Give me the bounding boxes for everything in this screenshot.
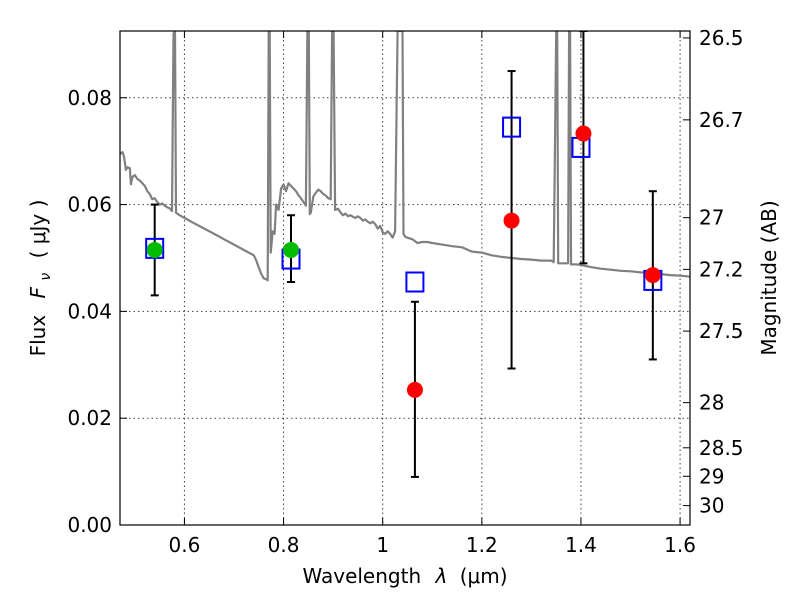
data-point-marker <box>644 267 661 284</box>
data-point-marker <box>146 241 163 258</box>
mag-tick-label: 29 <box>699 464 724 488</box>
circle-layer <box>146 125 661 398</box>
y-tick-label: 0.00 <box>67 513 112 537</box>
y2-axis-title: Magnitude (AB) <box>757 200 781 355</box>
x-axis-title-prefix: Wavelength <box>302 564 421 588</box>
mag-tick-label: 27.2 <box>699 257 744 281</box>
y-axis-title-prefix: Flux <box>26 315 50 357</box>
y-tick-label: 0.06 <box>67 193 112 217</box>
tick-layer: 0.6 0.8 1 1.2 1.4 1.6 0.00 0.02 0.04 0.06 0.08 26.5… <box>67 26 743 557</box>
y-axis-title: Flux F ν ( μJy ) <box>26 200 55 357</box>
y-axis-title-symbol: F <box>26 286 50 298</box>
x-tick-label: 1.4 <box>565 533 597 557</box>
mag-tick-label: 28 <box>699 391 724 415</box>
data-point-marker <box>503 212 520 229</box>
mag-tick-label: 30 <box>699 494 724 518</box>
x-tick-label: 0.6 <box>169 533 201 557</box>
data-point-marker <box>283 241 299 258</box>
spectrum-layer <box>120 31 690 282</box>
x-tick-label: 0.8 <box>268 533 300 557</box>
data-point-marker <box>575 125 592 142</box>
y-tick-label: 0.08 <box>67 86 112 110</box>
mag-tick-label: 26.7 <box>699 108 744 132</box>
y-tick-label: 0.04 <box>67 299 112 323</box>
y-tick-label: 0.02 <box>67 406 112 430</box>
mag-tick-label: 27.5 <box>699 319 744 343</box>
x-tick-label: 1.2 <box>466 533 498 557</box>
x-axis-title: Wavelength λ (μm) <box>302 564 507 588</box>
x-axis-title-unit: (μm) <box>460 564 508 588</box>
model-square-marker <box>405 271 425 293</box>
grid-layer <box>120 31 690 526</box>
x-axis-title-symbol: λ <box>435 564 448 588</box>
x-tick-label: 1.6 <box>664 533 696 557</box>
plot-area <box>120 31 690 478</box>
y-axis-title-unit: ( μJy ) <box>26 200 50 259</box>
x-tick-label: 1 <box>376 533 389 557</box>
model-square-marker <box>502 116 522 138</box>
spectrum-line <box>120 31 690 282</box>
mag-tick-label: 28.5 <box>699 436 744 460</box>
plot-frame <box>119 30 691 526</box>
mag-tick-label: 27 <box>699 206 724 230</box>
data-point-marker <box>406 381 423 398</box>
y-axis-title-subscript: ν <box>38 273 54 281</box>
mag-tick-label: 26.5 <box>699 26 744 50</box>
